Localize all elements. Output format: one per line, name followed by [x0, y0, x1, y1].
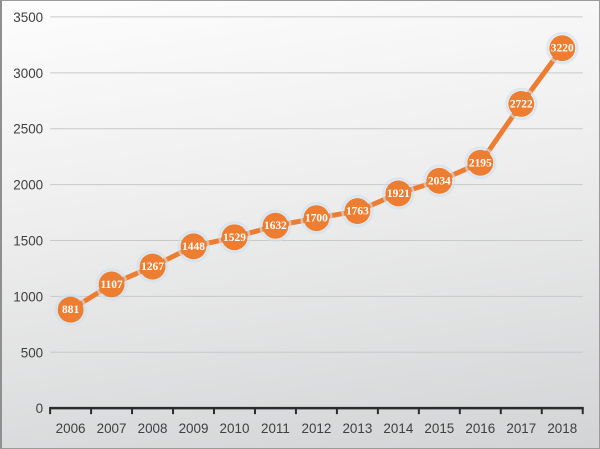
- data-point-label: 2722: [510, 98, 533, 110]
- y-axis-label-0: 0: [36, 401, 43, 416]
- data-point-marker: [385, 180, 412, 207]
- x-axis-label-2013: 2013: [342, 421, 372, 436]
- data-point-glow: [136, 250, 169, 283]
- data-point-glow: [423, 164, 456, 197]
- data-point-marker: [426, 167, 453, 194]
- data-point-label: 1632: [264, 220, 287, 232]
- data-point-label: 3220: [551, 43, 574, 55]
- data-point-marker: [508, 90, 535, 117]
- data-point-marker: [467, 149, 494, 176]
- x-axis-label-2015: 2015: [424, 421, 454, 436]
- data-point-label: 2034: [428, 175, 451, 187]
- y-axis-label-1000: 1000: [13, 289, 43, 304]
- x-axis-label-2011: 2011: [261, 421, 290, 436]
- data-point-glow: [300, 201, 333, 235]
- x-axis-label-2007: 2007: [97, 421, 127, 436]
- data-point-glow: [177, 230, 210, 263]
- y-axis-label-2000: 2000: [13, 178, 43, 193]
- data-point-marker: [303, 205, 330, 232]
- data-point-label: 1107: [100, 279, 123, 291]
- data-point-label: 1921: [387, 188, 410, 200]
- data-point-glow: [95, 268, 128, 301]
- data-point-glow: [546, 32, 579, 65]
- data-point-glow: [54, 293, 87, 326]
- data-point-marker: [262, 212, 289, 239]
- data-point-glow: [382, 177, 415, 210]
- x-axis-label-2006: 2006: [56, 421, 86, 436]
- x-axis-label-2018: 2018: [547, 421, 577, 436]
- data-point-label: 1448: [182, 241, 205, 253]
- data-point-marker: [57, 296, 84, 323]
- x-axis-label-2010: 2010: [220, 421, 250, 436]
- x-axis-label-2017: 2017: [506, 421, 536, 436]
- y-axis-label-2500: 2500: [13, 122, 43, 137]
- y-axis-label-3000: 3000: [13, 66, 43, 81]
- data-point-glow: [259, 209, 292, 242]
- data-point-marker: [549, 35, 576, 62]
- data-point-marker: [98, 271, 125, 298]
- y-axis-label-1500: 1500: [13, 233, 43, 248]
- data-point-glow: [505, 87, 538, 121]
- data-point-label: 881: [62, 304, 79, 316]
- x-axis-label-2012: 2012: [302, 421, 332, 436]
- data-point-marker: [344, 198, 371, 225]
- x-axis-label-2016: 2016: [465, 421, 495, 436]
- data-point-glow: [464, 146, 497, 179]
- data-point-marker: [180, 233, 207, 260]
- x-axis-label-2014: 2014: [383, 421, 413, 436]
- data-point-label: 1763: [346, 206, 369, 218]
- data-point-glow: [218, 221, 251, 254]
- data-point-marker: [221, 224, 248, 251]
- data-point-label: 1529: [223, 232, 246, 244]
- data-point-label: 2195: [469, 157, 492, 169]
- x-axis-label-2009: 2009: [179, 421, 209, 436]
- data-point-marker: [139, 253, 166, 280]
- x-axis-label-2008: 2008: [138, 421, 168, 436]
- data-point-label: 1700: [305, 213, 328, 225]
- data-point-glow: [341, 194, 374, 228]
- data-point-label: 1267: [141, 261, 164, 273]
- y-axis-label-500: 500: [21, 345, 43, 360]
- y-axis-label-3500: 3500: [13, 10, 43, 25]
